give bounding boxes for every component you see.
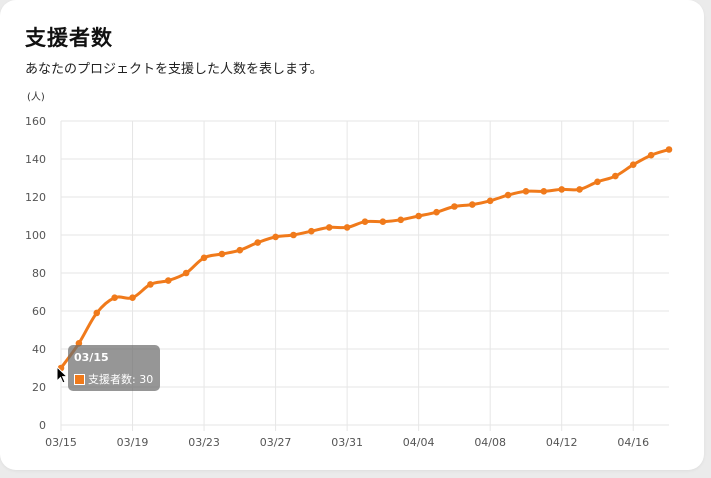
tooltip-label: 支援者数: 30 <box>88 373 154 386</box>
data-point <box>397 216 405 224</box>
data-point <box>629 161 637 168</box>
tooltip-title: 03/15 <box>74 351 109 364</box>
data-point <box>308 227 315 235</box>
data-point <box>325 224 333 231</box>
data-point <box>612 172 619 180</box>
data-point <box>576 186 583 193</box>
data-point <box>93 309 101 317</box>
y-tick-label: 120 <box>25 191 46 204</box>
chart-tooltip: 03/15 支援者数: 30 <box>68 345 160 391</box>
x-tick-label: 03/23 <box>188 436 220 449</box>
mouse-pointer-icon <box>56 366 68 384</box>
y-tick-label: 80 <box>32 267 46 280</box>
y-tick-label: 100 <box>25 229 46 242</box>
y-tick-label: 20 <box>32 381 46 394</box>
data-point <box>218 250 226 258</box>
y-tick-label: 0 <box>39 419 46 432</box>
data-point <box>486 197 494 205</box>
data-point <box>665 146 673 153</box>
data-point <box>379 218 387 225</box>
x-tick-label: 03/31 <box>331 436 363 449</box>
data-point <box>415 212 422 220</box>
x-tick-label: 04/04 <box>403 436 435 449</box>
x-tick-label: 04/12 <box>546 436 578 449</box>
data-point <box>111 294 118 302</box>
tooltip-row: 支援者数: 30 <box>74 371 153 387</box>
x-tick-label: 04/08 <box>474 436 506 449</box>
x-tick-label: 03/15 <box>45 436 77 449</box>
data-point <box>147 281 154 288</box>
tooltip-series-swatch <box>74 373 85 385</box>
x-tick-label: 03/19 <box>117 436 149 449</box>
data-point <box>200 254 208 262</box>
data-point <box>164 277 172 284</box>
data-point <box>254 239 262 246</box>
y-tick-label: 160 <box>25 115 46 128</box>
data-point <box>451 203 458 210</box>
data-point <box>540 188 548 195</box>
data-point <box>236 246 244 254</box>
series-line <box>59 148 671 370</box>
data-point <box>290 231 297 239</box>
page-title: 支援者数 <box>25 26 113 50</box>
page-subtitle: あなたのプロジェクトを支援した人数を表します。 <box>25 62 323 77</box>
x-tick-label: 04/16 <box>617 436 649 449</box>
data-point <box>129 294 136 302</box>
data-point <box>182 269 190 277</box>
data-point <box>594 178 601 186</box>
y-axis-unit: (人) <box>27 91 45 103</box>
line-chart[interactable]: 0 20 40 60 80 100 120 140 160 03/15 03/19 03/23 03/2… <box>0 0 704 470</box>
data-point <box>522 188 530 195</box>
data-point <box>343 224 351 231</box>
data-point <box>647 151 655 159</box>
chart-card: 支援者数 あなたのプロジェクトを支援した人数を表します。 0 20 40 60 80 10… <box>0 0 704 470</box>
data-point <box>558 186 566 193</box>
data-point <box>468 201 476 208</box>
y-tick-label: 60 <box>32 305 46 318</box>
data-point <box>361 218 369 225</box>
y-tick-label: 40 <box>32 343 46 356</box>
data-point <box>433 208 440 216</box>
data-point <box>75 340 83 347</box>
data-point <box>272 233 279 241</box>
x-tick-label: 03/27 <box>260 436 292 449</box>
data-point <box>504 191 512 199</box>
y-tick-label: 140 <box>25 153 46 166</box>
